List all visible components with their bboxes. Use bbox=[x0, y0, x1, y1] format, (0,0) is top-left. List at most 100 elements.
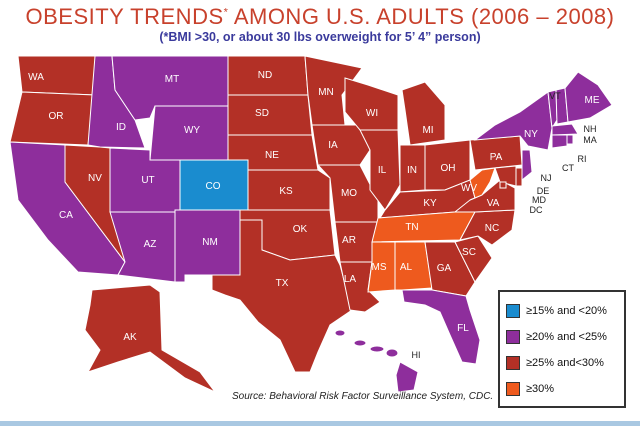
legend-item: ≥20% and <25% bbox=[506, 324, 618, 350]
label-nd: ND bbox=[258, 70, 272, 81]
state-ny[interactable] bbox=[473, 91, 553, 151]
label-ok: OK bbox=[293, 224, 308, 235]
legend-item: ≥30% bbox=[506, 376, 618, 402]
state-nj[interactable] bbox=[521, 149, 533, 182]
label-wv: WV bbox=[461, 183, 477, 194]
label-sd: SD bbox=[255, 108, 269, 119]
state-mi[interactable] bbox=[401, 81, 446, 146]
page-title: OBESITY TRENDS* AMONG U.S. ADULTS (2006 … bbox=[0, 4, 640, 30]
label-hi: HI bbox=[412, 350, 421, 360]
label-pa: PA bbox=[490, 152, 503, 163]
hi-island-molokai bbox=[369, 345, 385, 353]
title-asterisk: * bbox=[223, 6, 229, 19]
state-de[interactable] bbox=[515, 167, 523, 187]
legend-swatch-red bbox=[506, 356, 520, 370]
label-co: CO bbox=[206, 181, 221, 192]
state-ri[interactable] bbox=[566, 134, 574, 145]
hi-island-big bbox=[395, 361, 419, 393]
label-ny: NY bbox=[524, 129, 538, 140]
title-rest: AMONG U.S. ADULTS (2006 – 2008) bbox=[233, 4, 615, 29]
label-in: IN bbox=[407, 165, 417, 176]
legend-label: ≥25% and<30% bbox=[526, 357, 604, 369]
legend-swatch-purple bbox=[506, 330, 520, 344]
label-nc: NC bbox=[485, 223, 499, 234]
label-md: MD bbox=[532, 195, 546, 205]
legend-label: ≥30% bbox=[526, 383, 555, 395]
label-vt: VT bbox=[549, 91, 561, 101]
state-az[interactable] bbox=[109, 211, 176, 283]
title-main: OBESITY TRENDS bbox=[25, 4, 224, 29]
bottom-bar bbox=[0, 421, 640, 426]
label-la: LA bbox=[344, 274, 357, 285]
label-ma: MA bbox=[583, 135, 597, 145]
label-ne: NE bbox=[265, 150, 279, 161]
hi-island-kauai bbox=[334, 329, 346, 337]
label-wa: WA bbox=[28, 72, 44, 83]
label-nm: NM bbox=[202, 237, 218, 248]
label-ri: RI bbox=[578, 154, 587, 164]
label-wi: WI bbox=[366, 108, 378, 119]
state-sd[interactable] bbox=[227, 94, 313, 136]
state-hi[interactable] bbox=[334, 329, 419, 393]
hi-island-maui bbox=[385, 348, 399, 358]
state-ct[interactable] bbox=[551, 134, 568, 149]
label-nj: NJ bbox=[541, 173, 552, 183]
label-ky: KY bbox=[423, 198, 437, 209]
state-ak[interactable] bbox=[84, 284, 216, 393]
state-wv[interactable] bbox=[469, 167, 496, 201]
label-ut: UT bbox=[141, 175, 154, 186]
label-ak: AK bbox=[123, 332, 137, 343]
label-or: OR bbox=[49, 111, 64, 122]
label-ga: GA bbox=[437, 263, 452, 274]
page-subtitle: (*BMI >30, or about 30 lbs overweight fo… bbox=[159, 30, 481, 44]
source-note: Source: Behavioral Risk Factor Surveilla… bbox=[232, 391, 494, 402]
label-dc: DC bbox=[530, 205, 543, 215]
label-mi: MI bbox=[422, 125, 433, 136]
legend: ≥15% and <20% ≥20% and <25% ≥25% and<30%… bbox=[498, 290, 626, 408]
label-oh: OH bbox=[441, 163, 456, 174]
state-ms[interactable] bbox=[367, 241, 396, 293]
state-ga[interactable] bbox=[424, 241, 476, 297]
label-id: ID bbox=[116, 122, 126, 133]
label-mo: MO bbox=[341, 188, 357, 199]
legend-item: ≥15% and <20% bbox=[506, 298, 618, 324]
label-tn: TN bbox=[405, 222, 418, 233]
state-wi[interactable] bbox=[344, 77, 399, 131]
label-wy: WY bbox=[184, 125, 200, 136]
state-al[interactable] bbox=[394, 241, 433, 291]
state-me[interactable] bbox=[564, 71, 613, 123]
label-ar: AR bbox=[342, 235, 356, 246]
label-az: AZ bbox=[144, 239, 157, 250]
legend-swatch-orange bbox=[506, 382, 520, 396]
label-ms: MS bbox=[372, 262, 387, 273]
label-ia: IA bbox=[328, 140, 338, 151]
label-de: DE bbox=[537, 186, 550, 196]
state-tx[interactable] bbox=[211, 219, 353, 373]
label-al: AL bbox=[400, 262, 413, 273]
legend-label: ≥20% and <25% bbox=[526, 331, 607, 343]
legend-swatch-blue bbox=[506, 304, 520, 318]
label-mt: MT bbox=[165, 74, 179, 85]
label-sc: SC bbox=[462, 247, 476, 258]
label-fl: FL bbox=[457, 323, 469, 334]
label-nh: NH bbox=[584, 124, 597, 134]
label-ct: CT bbox=[562, 163, 574, 173]
label-ca: CA bbox=[59, 210, 73, 221]
legend-label: ≥15% and <20% bbox=[526, 305, 607, 317]
label-il: IL bbox=[378, 165, 387, 176]
state-ma[interactable] bbox=[551, 123, 579, 136]
state-dc[interactable] bbox=[499, 181, 507, 189]
legend-item: ≥25% and<30% bbox=[506, 350, 618, 376]
label-ks: KS bbox=[279, 186, 293, 197]
label-va: VA bbox=[487, 198, 500, 209]
state-ia[interactable] bbox=[311, 124, 371, 166]
label-tx: TX bbox=[276, 278, 289, 289]
label-nv: NV bbox=[88, 173, 102, 184]
label-me: ME bbox=[585, 95, 600, 106]
state-fl[interactable] bbox=[401, 289, 481, 365]
state-md[interactable] bbox=[494, 165, 517, 187]
label-mn: MN bbox=[318, 87, 334, 98]
state-ks[interactable] bbox=[247, 169, 331, 211]
hi-island-oahu bbox=[353, 339, 367, 347]
